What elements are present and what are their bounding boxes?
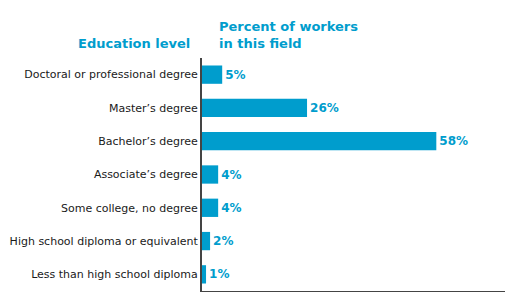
svg-text:4%: 4% (221, 201, 241, 215)
svg-text:Less than high school diploma: Less than high school diploma (31, 268, 198, 281)
svg-text:2%: 2% (213, 234, 233, 248)
svg-text:Bachelor’s degree: Bachelor’s degree (98, 135, 198, 148)
svg-text:Master’s degree: Master’s degree (109, 102, 198, 115)
svg-text:26%: 26% (310, 101, 339, 115)
svg-text:Percent of workersin this fiel: Percent of workersin this field (219, 19, 358, 51)
svg-text:High school diploma or equival: High school diploma or equivalent (10, 235, 199, 248)
svg-text:Some college, no degree: Some college, no degree (61, 202, 198, 215)
svg-text:Doctoral or professional degre: Doctoral or professional degree (24, 68, 198, 81)
svg-text:Education level: Education level (78, 36, 190, 51)
svg-text:Associate’s degree: Associate’s degree (94, 168, 198, 181)
svg-text:58%: 58% (439, 134, 468, 148)
svg-text:1%: 1% (209, 267, 229, 281)
svg-text:5%: 5% (225, 68, 245, 82)
svg-text:4%: 4% (221, 168, 241, 182)
